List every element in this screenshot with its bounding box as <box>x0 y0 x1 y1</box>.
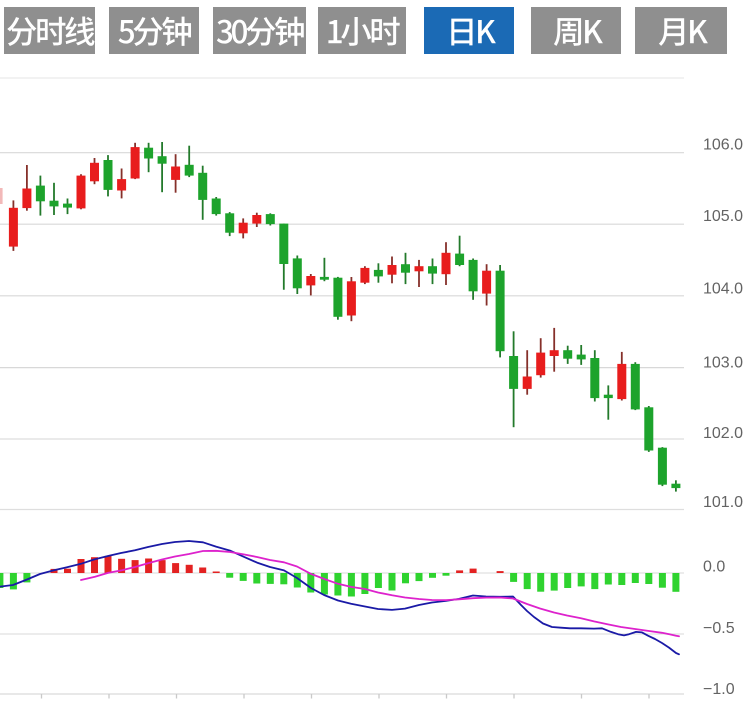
svg-text:102.0: 102.0 <box>703 425 743 442</box>
svg-text:−0.5: −0.5 <box>703 620 735 637</box>
svg-text:−1.0: −1.0 <box>703 681 735 698</box>
svg-text:105.0: 105.0 <box>703 208 743 225</box>
svg-text:103.0: 103.0 <box>703 355 743 372</box>
svg-text:106.0: 106.0 <box>703 137 743 154</box>
svg-text:104.0: 104.0 <box>703 280 743 297</box>
svg-text:0.0: 0.0 <box>703 559 725 576</box>
svg-text:101.0: 101.0 <box>703 494 743 511</box>
